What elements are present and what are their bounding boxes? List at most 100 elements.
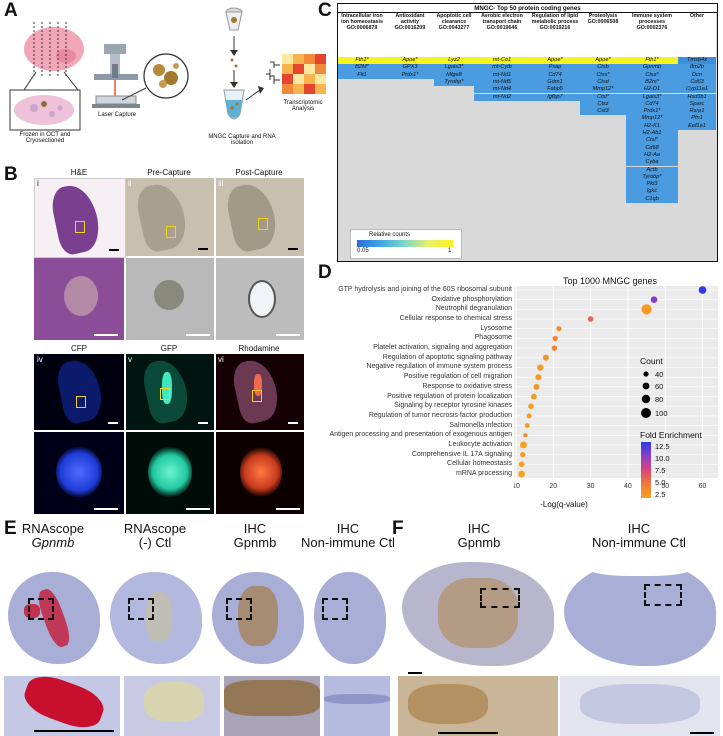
gene-cell: H2-D1 [626,86,678,94]
enrichment-point [650,296,658,303]
panel-e-header-line2: Gpnmb [31,535,75,550]
panel-f-header-line1: IHC [467,521,491,536]
pathway-label: Salmonella infection [449,421,512,429]
gene-cell: Ctss* [626,71,678,79]
panel-e-header-line2: (-) Ctl [138,535,172,550]
enrichment-point [531,393,537,400]
gene-cell: Pfn1 [678,115,716,123]
pathway-label: Regulation of tumor necrosis factor prod… [368,411,512,419]
legend-min: 0.05 [357,248,369,254]
panel-e-header: RNAscope Gpnmb [4,522,102,550]
f-ihc-gpnmb-whole [398,558,558,670]
rnascope-ctl-zoom [124,676,220,736]
gene-cell: Cd68 [626,144,678,152]
gene-cell: Rsrp1 [678,108,716,116]
pathway-label: Cellular homeostasis [447,460,512,468]
cfp-whole-image [34,354,124,430]
gene-cell: Actb [626,166,678,174]
count-legend [641,371,651,418]
gene-cell: Mfge8 [434,71,474,79]
pathway-label: GTP hydrolysis and joining of the 60S ri… [338,286,512,293]
pathway-label: Comprehensive IL 17A signaling [411,450,512,458]
gene-cell: Tmsb4x [678,57,716,65]
fold-legend-gradient [641,442,651,498]
gene-cell: Ctsd [580,78,626,87]
gene-cell: Cd74 [530,71,580,79]
count-legend-title: Count [640,356,663,366]
f-ihc-gpnmb-roi [480,588,520,608]
gene-cell: Fabp5 [530,86,580,94]
enrichment-point [537,364,544,371]
gene-cell: Ifm2b [678,64,716,72]
pathway-label: Neutrophil degranulation [435,305,512,313]
x-tick-label: 50 [661,483,669,490]
count-legend-100: 100 [655,409,668,418]
go-column-header: Aerobic electron transport chain GO:0019… [474,13,530,57]
go-column-header: Apoptotic cell clearance GO:0043277 [434,13,474,57]
enrichment-point [518,470,526,478]
gene-cell: Cst3 [580,108,626,116]
laser-capture-label: Laser Capture [97,112,137,118]
x-tick-label: 40 [624,483,632,490]
legend-gradient [357,240,453,247]
gene-table-title: MNGC- Top 50 protein coding genes [338,4,717,13]
postcapture-zoom-image [216,258,304,340]
gfp-roi-box [160,388,170,400]
roman-iv: iv [37,355,43,364]
gene-cell: Prdx1* [626,108,678,116]
gene-table: MNGC- Top 50 protein coding genes Intrac… [337,3,718,262]
gene-cell: mt-Nd4 [474,86,530,94]
enrichment-point [698,286,707,294]
pathway-label: Cellular response to chemical stress [399,315,512,323]
x-tick-label: 30 [587,483,595,490]
ihc-gpnmb-whole [208,568,306,668]
go-column-header: Immune system processes GO:0002376 [626,13,678,57]
gene-cell: Hsd3b1 [678,93,716,101]
panel-a-workflow [9,7,326,131]
fold-legend-7-5: 7.5 [655,466,666,475]
transcriptomic-analysis-label: Transcriptomic Analysis [283,100,323,112]
he-roi-box [75,221,85,233]
gene-cell: Cyp11a1 [678,86,716,94]
gene-cell: Ctsb [580,64,626,72]
panel-e-header: IHC Gpnmb [206,522,304,550]
enrichment-plot: 10 20 30 40 50 60 [514,286,718,490]
plot-background [514,286,718,478]
gene-cell: Eef1a1 [678,122,716,130]
gene-cell: Apoe* [386,57,434,65]
gene-cell: Fth1* [626,57,678,65]
pathway-label: mRNA processing [455,470,512,477]
legend-title: Relative counts [369,232,411,238]
x-tick-label: 10 [514,483,520,490]
gene-cell: Fth1* [338,57,386,65]
panel-f-header: IHC Gpnmb [400,522,558,550]
he-zoom-image [34,258,124,340]
gene-cell: Ctsl* [580,93,626,101]
panel-label-f: F [392,518,404,539]
gene-cell: Gpnmb [626,64,678,72]
enrichment-point [526,413,532,419]
gene-cell: Psap [530,64,580,72]
gene-cell: Cyba [626,159,678,167]
rnascope-gpnmb-zoom [4,676,120,736]
pathway-label: Signaling by receptor tyrosine kinases [394,402,512,410]
f-ihc-nonimmune-roi [644,584,682,606]
magnified-cells-icon [121,53,189,101]
enrichment-point [641,304,652,315]
enrichment-point [552,335,558,342]
f-ihc-gpnmb-zoom [398,676,558,736]
f-ihc-nonimmune-zoom [560,676,720,736]
gene-cell: Igkc [626,188,678,196]
gene-cell: Gdm1 [530,78,580,87]
postcapture-roi-box [258,218,268,230]
gene-cell: H2-Ab1 [626,130,678,138]
gene-cell: Flt1 [338,71,386,79]
enrichment-point [542,354,549,361]
rnascope-gpnmb-whole [4,568,102,668]
gene-cell: Prdx1* [386,71,434,79]
gene-cell: Ctsl* [626,137,678,145]
relative-counts-legend: Relative counts 0.05 1 [350,229,462,259]
roman-i: i [37,179,39,188]
pathway-label: Antigen processing and presentation of e… [329,431,512,439]
panel-e-header-line1: IHC [243,521,267,536]
